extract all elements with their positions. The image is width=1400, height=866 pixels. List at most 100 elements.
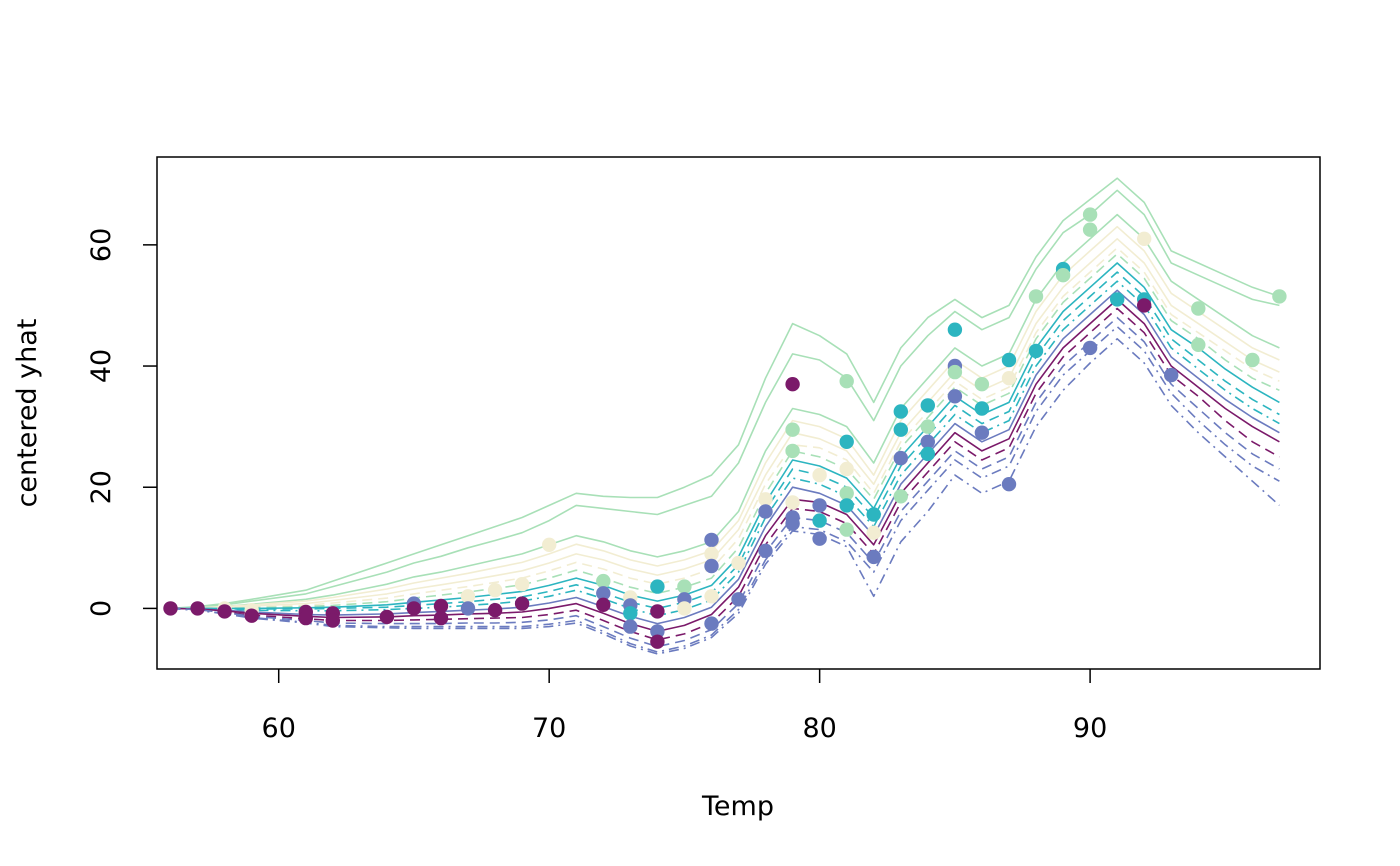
data-point-43 (731, 592, 746, 607)
series-line-2 (170, 189, 1280, 610)
data-point-53 (812, 467, 827, 483)
y-tick-label: 60 (86, 228, 117, 262)
data-point-76 (947, 364, 963, 380)
data-point-62 (839, 522, 854, 537)
data-point-6 (244, 608, 259, 623)
data-point-38 (704, 546, 719, 562)
data-point-63 (866, 507, 881, 522)
series-lines (170, 177, 1280, 655)
series-line-1 (170, 177, 1280, 610)
data-point-66 (893, 404, 908, 419)
data-point-55 (812, 513, 827, 528)
data-point-90 (1082, 340, 1098, 356)
series-line-10 (170, 280, 1280, 617)
data-point-40 (704, 589, 719, 604)
data-point-37 (704, 532, 719, 548)
plot-frame (156, 156, 1321, 670)
data-point-77 (947, 389, 963, 404)
data-point-39 (704, 558, 719, 574)
data-point-32 (650, 624, 665, 639)
data-point-50 (785, 495, 800, 510)
series-line-12 (170, 298, 1280, 633)
data-point-28 (623, 606, 638, 621)
data-point-67 (893, 422, 908, 437)
data-point-48 (785, 422, 800, 437)
data-point-18 (487, 583, 503, 598)
data-point-46 (758, 543, 773, 558)
data-point-19 (487, 603, 503, 618)
data-point-71 (920, 419, 935, 434)
data-point-82 (1001, 371, 1017, 386)
data-point-1 (163, 601, 178, 616)
data-point-73 (920, 446, 935, 462)
data-point-87 (1055, 268, 1071, 283)
data-point-70 (920, 398, 935, 413)
y-axis-label: centered yhat (12, 319, 43, 508)
data-point-92 (1137, 231, 1152, 246)
data-point-47 (785, 377, 800, 392)
data-point-88 (1082, 207, 1098, 222)
data-point-72 (920, 434, 935, 449)
data-point-34 (677, 579, 692, 594)
data-point-20 (514, 596, 530, 611)
series-line-15 (170, 325, 1280, 653)
data-point-36 (677, 601, 692, 616)
data-point-42 (731, 555, 746, 571)
data-point-4 (217, 604, 232, 619)
x-axis-label: Temp (701, 791, 774, 822)
data-point-41 (704, 616, 719, 631)
data-point-16 (460, 589, 476, 604)
data-point-29 (623, 619, 638, 634)
data-point-25 (596, 597, 611, 612)
data-point-99 (1272, 289, 1287, 304)
x-tick-label: 90 (1073, 713, 1107, 744)
data-point-2 (190, 601, 205, 616)
y-tick-label: 20 (86, 470, 117, 504)
series-line-8 (170, 262, 1280, 610)
x-tick-label: 70 (532, 713, 566, 744)
data-point-54 (812, 498, 827, 513)
data-point-68 (893, 450, 908, 466)
data-point-58 (839, 434, 854, 449)
series-line-3 (170, 213, 1280, 610)
data-point-57 (839, 374, 854, 389)
data-point-52 (785, 516, 800, 531)
series-line-7 (170, 253, 1280, 610)
data-point-8 (298, 610, 313, 626)
x-tick-label: 60 (262, 713, 296, 744)
data-point-80 (974, 425, 990, 440)
series-line-11 (170, 289, 1280, 625)
data-point-89 (1082, 222, 1098, 237)
data-point-31 (650, 604, 665, 619)
data-point-91 (1110, 292, 1125, 307)
series-line-9 (170, 271, 1280, 610)
x-axis: 60 70 80 90 (262, 669, 1107, 744)
data-point-61 (839, 498, 854, 513)
y-tick-label: 0 (86, 600, 117, 617)
data-point-74 (947, 322, 963, 337)
data-point-60 (839, 486, 854, 501)
data-point-33 (650, 634, 665, 649)
data-point-21 (514, 577, 530, 592)
series-line-5 (170, 238, 1280, 610)
data-point-13 (406, 601, 422, 616)
series-line-13 (170, 307, 1280, 641)
y-tick-label: 40 (86, 349, 117, 383)
data-points (163, 207, 1287, 649)
data-point-81 (1001, 352, 1017, 368)
data-point-85 (1028, 343, 1044, 359)
data-point-45 (758, 504, 773, 519)
data-point-79 (974, 401, 990, 416)
data-point-17 (460, 601, 476, 616)
y-axis: 0 20 40 60 (86, 228, 157, 617)
data-point-65 (866, 549, 881, 565)
series-line-14 (170, 316, 1280, 648)
data-point-23 (596, 573, 611, 589)
data-point-64 (866, 525, 881, 540)
series-line-16 (170, 338, 1280, 655)
data-point-30 (650, 579, 665, 594)
data-point-94 (1137, 298, 1152, 313)
data-point-14 (433, 598, 449, 614)
